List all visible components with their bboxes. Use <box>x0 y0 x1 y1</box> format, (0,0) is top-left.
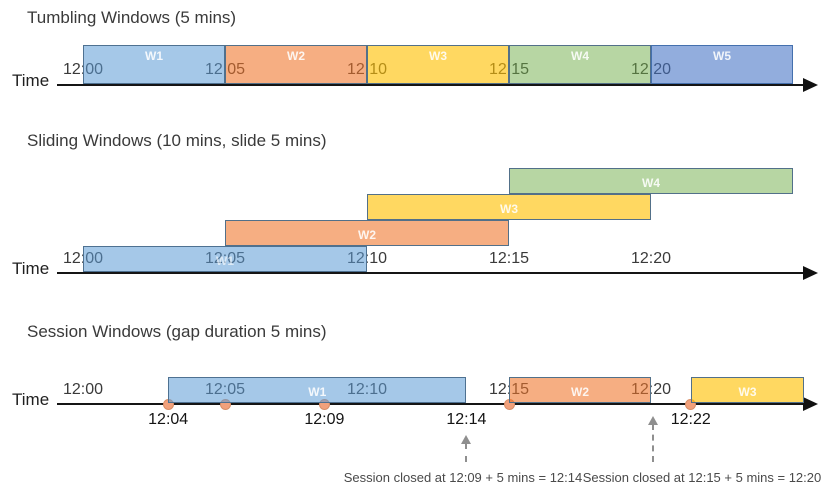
tumbling-window-w4: W4 <box>509 45 651 84</box>
tumbling-window-label-w1: W1 <box>145 49 163 63</box>
sliding-window-w2: W2 <box>225 220 509 246</box>
session-window-w3: W3 <box>690 377 805 403</box>
sliding-window-w4: W4 <box>509 168 793 194</box>
session-window-label-w2: W2 <box>571 384 589 399</box>
session-window-w1: W1 <box>168 377 467 403</box>
tumbling-title: Tumbling Windows (5 mins) <box>27 8 237 27</box>
session-event-time-label: 12:04 <box>148 411 189 428</box>
sliding-timeline-axis <box>57 272 806 274</box>
sliding-window-label-w1: W1 <box>216 253 234 268</box>
session-event-time-label: 12:09 <box>304 411 345 428</box>
session-callout-arrow-tail <box>465 443 467 462</box>
session-title: Session Windows (gap duration 5 mins) <box>27 322 327 341</box>
session-callout-arrow-icon <box>648 416 658 425</box>
time-axis-label-session: Time <box>12 390 50 409</box>
tumbling-timeline-axis <box>57 84 806 86</box>
tumbling-timeline-arrow-icon <box>803 77 818 92</box>
tumbling-window-label-w2: W2 <box>287 49 305 63</box>
session-callout-arrow-icon <box>461 435 471 444</box>
sliding-window-label-w3: W3 <box>500 201 518 216</box>
sliding-tick-label: 12:15 <box>488 250 530 267</box>
session-window-label-w1: W1 <box>308 384 327 399</box>
tumbling-window-w5: W5 <box>651 45 793 84</box>
sliding-window-w3: W3 <box>367 194 651 220</box>
session-tick-label: 12:00 <box>62 381 104 398</box>
sliding-tick-label: 12:20 <box>630 250 672 267</box>
tumbling-window-label-w5: W5 <box>713 49 731 63</box>
session-callout-arrow-tail <box>652 424 654 462</box>
tumbling-window-w3: W3 <box>367 45 509 84</box>
sliding-window-label-w4: W4 <box>642 175 660 190</box>
tumbling-window-label-w3: W3 <box>429 49 447 63</box>
session-event-time-label: 12:22 <box>670 411 711 428</box>
tumbling-window-w2: W2 <box>225 45 367 84</box>
time-axis-label-tumbling: Time <box>12 71 50 90</box>
session-timeline-axis <box>57 403 806 405</box>
session-window-w2: W2 <box>509 377 651 403</box>
session-timeline-arrow-icon <box>803 396 818 411</box>
sliding-window-w1: W1 <box>83 246 367 272</box>
tumbling-window-w1: W1 <box>83 45 225 84</box>
session-window-label-w3: W3 <box>738 384 757 399</box>
session-callout-text-0: Session closed at 12:09 + 5 mins = 12:14 <box>343 470 583 485</box>
sliding-title: Sliding Windows (10 mins, slide 5 mins) <box>27 131 327 150</box>
time-axis-label-sliding: Time <box>12 259 50 278</box>
session-callout-text-1: Session closed at 12:15 + 5 mins = 12:20 <box>582 470 822 485</box>
tumbling-window-label-w4: W4 <box>571 49 589 63</box>
session-close-time-label: 12:14 <box>446 411 487 428</box>
sliding-window-label-w2: W2 <box>358 227 376 242</box>
sliding-timeline-arrow-icon <box>803 265 818 280</box>
